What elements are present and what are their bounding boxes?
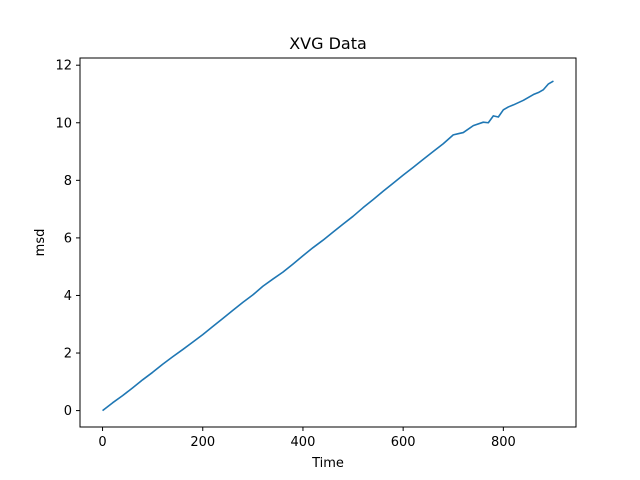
- y-tick-label: 12: [55, 59, 72, 74]
- plot-frame: [79, 57, 577, 428]
- y-tick-label: 2: [64, 347, 72, 362]
- y-tick-label: 8: [64, 174, 72, 189]
- x-axis-label: Time: [311, 456, 344, 471]
- axis-ticks: 0 200 400 600 800 0 2 4 6 8 10 12: [55, 59, 515, 450]
- y-tick-label: 0: [64, 404, 72, 419]
- x-tick-label: 200: [190, 435, 215, 450]
- y-tick-label: 10: [55, 116, 72, 131]
- series-group: [102, 80, 554, 412]
- chart-title: XVG Data: [289, 34, 367, 53]
- y-tick-label: 6: [64, 231, 72, 246]
- x-tick-label: 800: [491, 435, 516, 450]
- x-tick-label: 0: [98, 435, 106, 450]
- x-tick-label: 600: [391, 435, 416, 450]
- x-tick-label: 400: [291, 435, 316, 450]
- y-axis-label: msd: [33, 229, 48, 257]
- y-tick-label: 4: [64, 289, 72, 304]
- plot-area: [80, 58, 576, 427]
- series-line: [102, 80, 554, 412]
